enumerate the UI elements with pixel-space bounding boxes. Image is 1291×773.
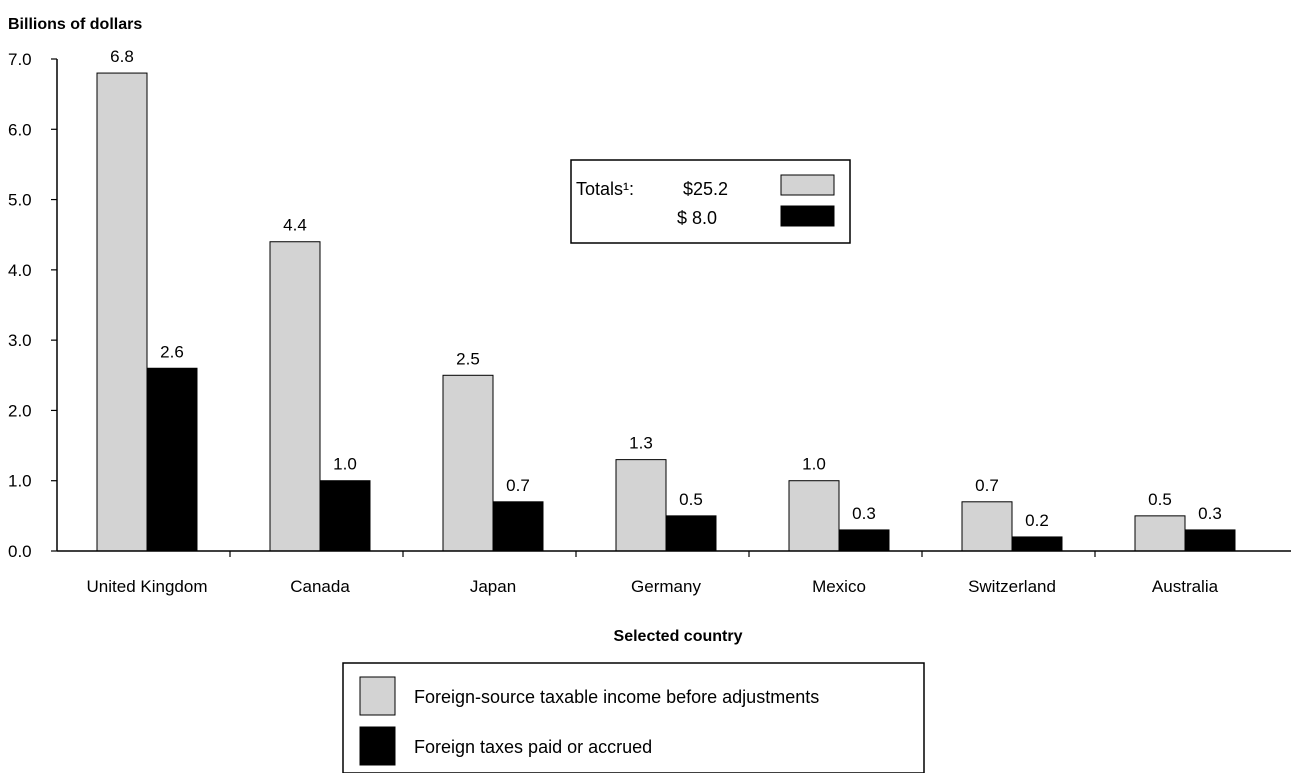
bar-taxes [492,501,544,552]
data-label-taxes: 2.6 [160,342,184,361]
legend-swatch-taxes [359,726,396,766]
data-label-taxes: 0.7 [506,476,530,495]
x-axis-label: Selected country [614,628,743,645]
x-axis: United Kingdom Canada Japan Germany Mexico Sw… [57,550,1291,596]
x-tick-label: Germany [631,577,701,596]
legend-label-taxes: Foreign taxes paid or accrued [414,737,652,757]
legend-swatch-income [359,676,396,716]
bar-taxes [319,480,371,552]
y-tick-label: 1.0 [8,472,32,491]
x-tick-label: Switzerland [968,577,1056,596]
totals-swatch-taxes [780,205,835,227]
legend-label-income: Foreign-source taxable income before adj… [414,687,819,707]
data-label-income: 0.5 [1148,490,1172,509]
data-label-income: 0.7 [975,476,999,495]
totals-box-frame [570,159,851,244]
x-tick-label: Mexico [812,577,866,596]
totals-value-taxes: $ 8.0 [677,208,717,228]
bar-income [269,241,321,552]
bars: 6.8 2.6 4.4 1.0 2.5 0.7 1.3 0.5 1.0 0.3 0.7 0.2 0.5 0… [96,47,1236,552]
data-label-taxes: 1.0 [333,455,357,474]
totals-label: Totals¹: [576,179,634,199]
y-tick-label: 3.0 [8,331,32,350]
y-tick-label: 5.0 [8,191,32,210]
y-tick-label: 4.0 [8,261,32,280]
x-tick-label: Canada [290,577,350,596]
x-tick-label: Japan [470,577,516,596]
bar-income [961,501,1013,552]
data-label-income: 1.3 [629,434,653,453]
legend-frame [342,662,925,773]
y-tick-label: 2.0 [8,401,32,420]
y-tick-label: 0.0 [8,542,32,561]
totals-box: Totals¹: $25.2 $ 8.0 [570,159,851,244]
bar-taxes [146,367,198,552]
bar-income [788,480,840,552]
data-label-taxes: 0.3 [852,504,876,523]
data-label-taxes: 0.3 [1198,504,1222,523]
data-label-taxes: 0.2 [1025,511,1049,530]
x-tick-label: Australia [1152,577,1219,596]
bar-taxes [665,515,717,552]
data-label-income: 6.8 [110,47,134,66]
data-label-taxes: 0.5 [679,490,703,509]
y-tick-label: 7.0 [8,50,32,69]
data-label-income: 4.4 [283,216,307,235]
bar-income [1134,515,1186,552]
bar-taxes [1184,529,1236,552]
bar-income [442,374,494,552]
y-tick-label: 6.0 [8,120,32,139]
totals-swatch-income [780,174,835,196]
y-axis-label: Billions of dollars [8,16,142,33]
bar-taxes [1011,536,1063,552]
y-axis: 0.0 1.0 2.0 3.0 4.0 5.0 6.0 7.0 [8,50,58,561]
bar-taxes [838,529,890,552]
legend: Foreign-source taxable income before adj… [342,662,925,773]
data-label-income: 1.0 [802,455,826,474]
x-tick-label: United Kingdom [87,577,208,596]
bar-income [615,459,667,552]
totals-value-income: $25.2 [683,179,728,199]
bar-income [96,72,148,552]
data-label-income: 2.5 [456,349,480,368]
